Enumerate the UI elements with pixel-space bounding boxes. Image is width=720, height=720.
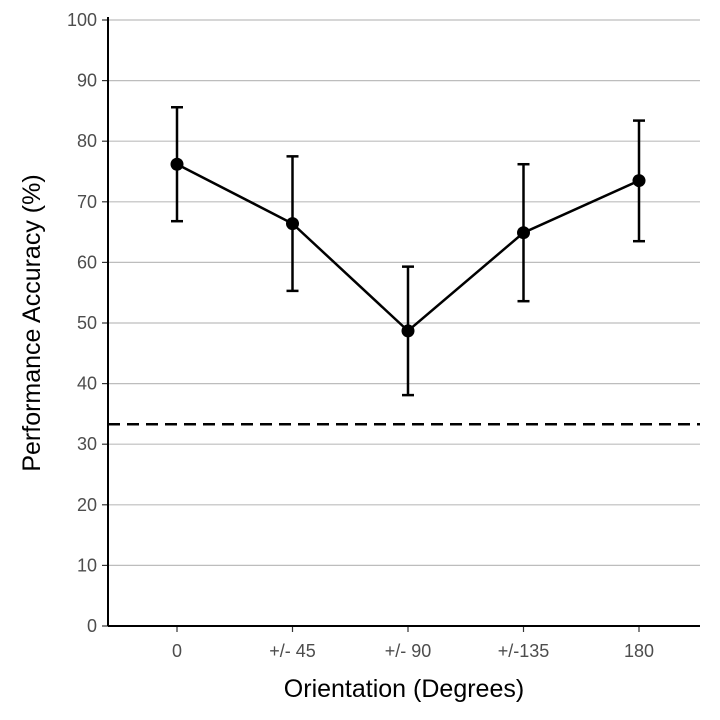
data-point-3 xyxy=(517,226,530,240)
y-tick-label: 0 xyxy=(87,616,97,636)
data-point-1 xyxy=(286,217,299,231)
y-tick-label: 90 xyxy=(77,71,97,91)
y-tick-label: 20 xyxy=(77,495,97,515)
x-tick-label: 180 xyxy=(624,641,654,661)
y-tick-label: 50 xyxy=(77,313,97,333)
data-points xyxy=(170,157,646,338)
y-tick-label: 30 xyxy=(77,434,97,454)
x-axis-title: Orientation (Degrees) xyxy=(284,675,524,703)
data-point-2 xyxy=(401,324,415,338)
y-tick-label: 80 xyxy=(77,131,97,151)
x-tick-label: +/- 45 xyxy=(269,641,316,661)
x-tick-label: 0 xyxy=(172,641,182,661)
y-axis-ticks: 0 10 20 30 40 50 60 70 80 90 100 xyxy=(67,10,108,636)
y-axis-title: Performance Accuracy (%) xyxy=(18,174,46,471)
y-tick-label: 40 xyxy=(77,374,97,394)
x-axis-ticks: 0 +/- 45 +/- 90 +/-135 180 xyxy=(172,626,654,661)
y-tick-label: 10 xyxy=(77,555,97,575)
y-tick-label: 70 xyxy=(77,192,97,212)
y-tick-label: 100 xyxy=(67,10,97,30)
data-point-0 xyxy=(170,157,184,171)
x-tick-label: +/- 90 xyxy=(385,641,432,661)
error-bars xyxy=(171,106,645,397)
x-tick-label: +/-135 xyxy=(498,641,550,661)
data-point-4 xyxy=(632,174,646,188)
gridlines xyxy=(108,19,700,567)
y-tick-label: 60 xyxy=(77,252,97,272)
